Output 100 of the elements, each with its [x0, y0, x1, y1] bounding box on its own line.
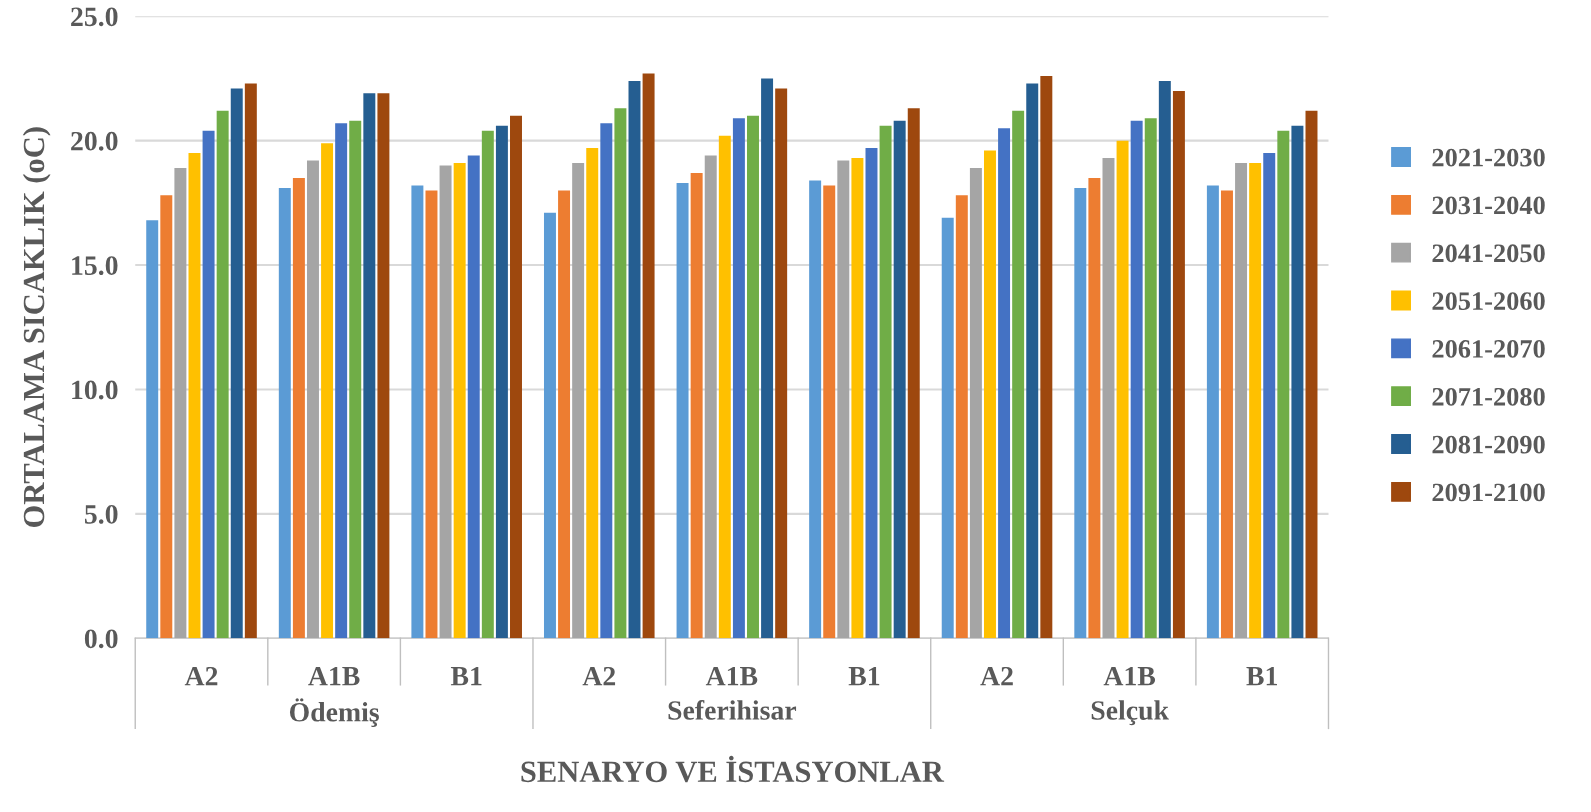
- x-tick-label: A1B: [705, 666, 758, 686]
- x-axis-title: SENARYO VE İSTASYONLAR: [521, 755, 945, 783]
- bar: [188, 153, 201, 639]
- bar: [216, 110, 229, 639]
- bar: [600, 123, 613, 639]
- bar: [1074, 187, 1087, 639]
- bar: [1158, 80, 1171, 639]
- bar: [1026, 83, 1039, 639]
- bar: [558, 190, 571, 639]
- bar: [495, 125, 508, 639]
- y-tick-label: 5.0: [84, 505, 118, 524]
- bar: [1220, 190, 1233, 639]
- bar: [1206, 185, 1219, 639]
- x-tick-label: B1: [1246, 666, 1277, 686]
- text: Ödemiş: [289, 698, 379, 728]
- bar: [174, 168, 187, 639]
- bar: [809, 180, 822, 639]
- y-axis-title: ORTALAMA SICAKLIK (oC): [22, 127, 51, 527]
- x-tick-label: B1: [450, 666, 482, 686]
- bar: [510, 115, 522, 639]
- bar: [321, 143, 334, 639]
- legend-label: 2081-2090: [1432, 435, 1545, 454]
- bar: [879, 125, 892, 639]
- bar: [775, 88, 788, 639]
- bar: [1305, 110, 1318, 639]
- legend-label: 2051-2060: [1432, 292, 1545, 310]
- bar: [278, 187, 291, 639]
- bar: [230, 88, 243, 639]
- bar: [1012, 110, 1025, 639]
- bar: [543, 212, 556, 639]
- x-tick-label: B1: [848, 666, 880, 686]
- bar: [747, 115, 759, 639]
- bar: [704, 155, 717, 639]
- bar: [1249, 163, 1262, 639]
- x-tick-label: A2: [184, 666, 218, 686]
- bar: [907, 108, 920, 639]
- bar: [718, 135, 731, 639]
- bar: [823, 185, 836, 639]
- bar: [1130, 120, 1143, 639]
- bar: [865, 148, 878, 639]
- bar: [732, 118, 745, 639]
- y-tick-label: 20.0: [71, 131, 118, 151]
- y-tick-label: 15.0: [72, 256, 118, 276]
- bar: [628, 80, 641, 639]
- bar: [998, 128, 1011, 639]
- bar: [467, 155, 480, 639]
- bar: [1235, 163, 1248, 639]
- bar: [761, 78, 774, 639]
- legend-label: 2091-2100: [1432, 483, 1545, 502]
- bar: [425, 190, 438, 639]
- bar: [676, 182, 689, 639]
- legend-label: 2031-2040: [1432, 196, 1545, 215]
- bar: [439, 165, 452, 639]
- x-tick-label: A1B: [308, 666, 360, 686]
- legend-label: 2061-2070: [1432, 340, 1545, 358]
- x-tick-label: A1B: [1103, 666, 1156, 686]
- y-tick-label: 0.0: [84, 629, 118, 649]
- x-tick-label: A2: [980, 666, 1013, 686]
- y-tick-label: 25.0: [71, 7, 118, 27]
- bar: [837, 160, 850, 639]
- legend-label: 2041-2050: [1432, 244, 1545, 263]
- legend-label: 2071-2080: [1432, 387, 1545, 406]
- bar: [146, 220, 159, 639]
- bar: [969, 168, 982, 639]
- bar: [1040, 75, 1053, 639]
- bar: [481, 130, 494, 639]
- bar: [1291, 125, 1304, 639]
- bar: [614, 108, 627, 639]
- y-tick-label: 10.0: [72, 380, 118, 400]
- bar: [160, 195, 173, 639]
- bar: [335, 123, 348, 639]
- x-tick-label: A2: [582, 666, 616, 686]
- bar: [202, 130, 215, 639]
- bar: [851, 158, 864, 639]
- bar: [642, 73, 655, 639]
- bar: [984, 150, 996, 639]
- bar: [349, 120, 362, 639]
- bar: [1102, 158, 1115, 639]
- bar: [893, 120, 906, 639]
- bar: [586, 148, 599, 639]
- bar: [453, 163, 466, 639]
- bar: [1144, 118, 1157, 639]
- bar: [690, 172, 703, 639]
- text: Selçuk: [1091, 700, 1169, 726]
- text: Seferihisar: [668, 699, 797, 720]
- bar: [1263, 153, 1276, 639]
- bar: [1088, 177, 1101, 639]
- bar: [306, 160, 319, 639]
- legend-label: 2021-2030: [1432, 148, 1545, 167]
- bar: [1277, 130, 1290, 639]
- bar: [244, 83, 257, 639]
- bar: [292, 177, 305, 639]
- bar: [572, 163, 585, 639]
- bar: [363, 93, 376, 639]
- bar: [411, 185, 424, 639]
- bar: [955, 195, 968, 639]
- bar: [941, 217, 954, 639]
- bar: [1116, 140, 1129, 639]
- bar: [377, 93, 390, 639]
- bar: [1172, 90, 1185, 639]
